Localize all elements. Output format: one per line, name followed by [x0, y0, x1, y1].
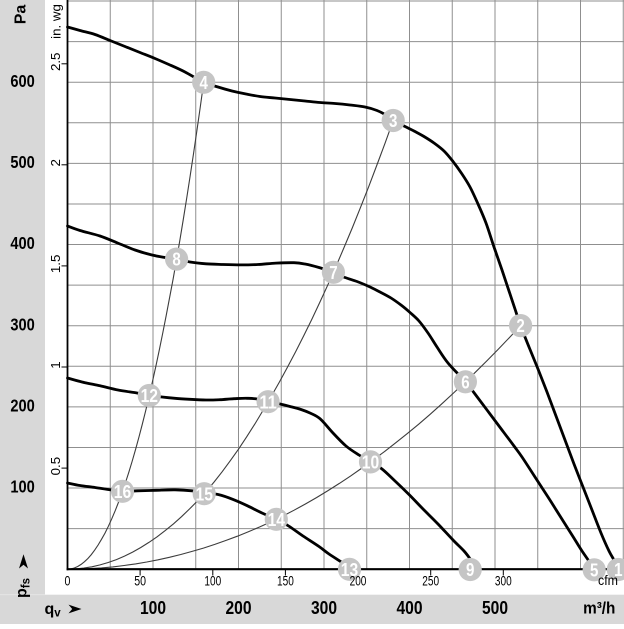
svg-text:150: 150: [277, 573, 294, 588]
svg-text:0.5: 0.5: [48, 457, 63, 476]
svg-text:200: 200: [350, 573, 367, 588]
svg-text:400: 400: [397, 597, 423, 618]
svg-text:100: 100: [140, 597, 166, 618]
svg-text:m³/h: m³/h: [583, 599, 615, 618]
svg-text:2: 2: [516, 315, 524, 336]
svg-text:500: 500: [482, 597, 508, 618]
svg-text:14: 14: [268, 509, 286, 530]
svg-text:300: 300: [311, 597, 337, 618]
svg-text:11: 11: [259, 391, 276, 412]
svg-text:in. wg: in. wg: [49, 4, 64, 39]
svg-text:500: 500: [10, 152, 35, 172]
svg-text:1: 1: [614, 559, 622, 580]
svg-text:12: 12: [141, 385, 158, 406]
svg-text:300: 300: [10, 314, 35, 334]
svg-text:Pa: Pa: [13, 5, 30, 25]
svg-text:2.5: 2.5: [48, 53, 63, 72]
svg-text:600: 600: [10, 71, 35, 91]
svg-text:1.5: 1.5: [48, 255, 63, 274]
svg-text:250: 250: [422, 573, 439, 588]
svg-text:13: 13: [341, 559, 358, 580]
svg-text:7: 7: [329, 262, 337, 283]
svg-text:6: 6: [461, 371, 469, 392]
svg-text:15: 15: [196, 483, 213, 504]
svg-text:8: 8: [172, 249, 180, 270]
svg-text:400: 400: [10, 233, 35, 253]
svg-text:50: 50: [134, 573, 146, 588]
svg-text:2: 2: [48, 159, 63, 166]
svg-text:200: 200: [10, 396, 35, 416]
svg-text:cfm: cfm: [598, 573, 618, 588]
svg-text:9: 9: [466, 559, 474, 580]
svg-text:5: 5: [590, 559, 598, 580]
svg-text:10: 10: [362, 452, 379, 473]
svg-text:200: 200: [226, 597, 252, 618]
svg-text:100: 100: [10, 477, 35, 497]
svg-text:300: 300: [495, 573, 512, 588]
svg-text:3: 3: [389, 110, 397, 131]
svg-text:16: 16: [114, 481, 131, 502]
svg-text:4: 4: [200, 72, 209, 93]
svg-text:0: 0: [65, 573, 71, 588]
svg-text:1: 1: [48, 361, 63, 368]
svg-text:100: 100: [204, 573, 221, 588]
